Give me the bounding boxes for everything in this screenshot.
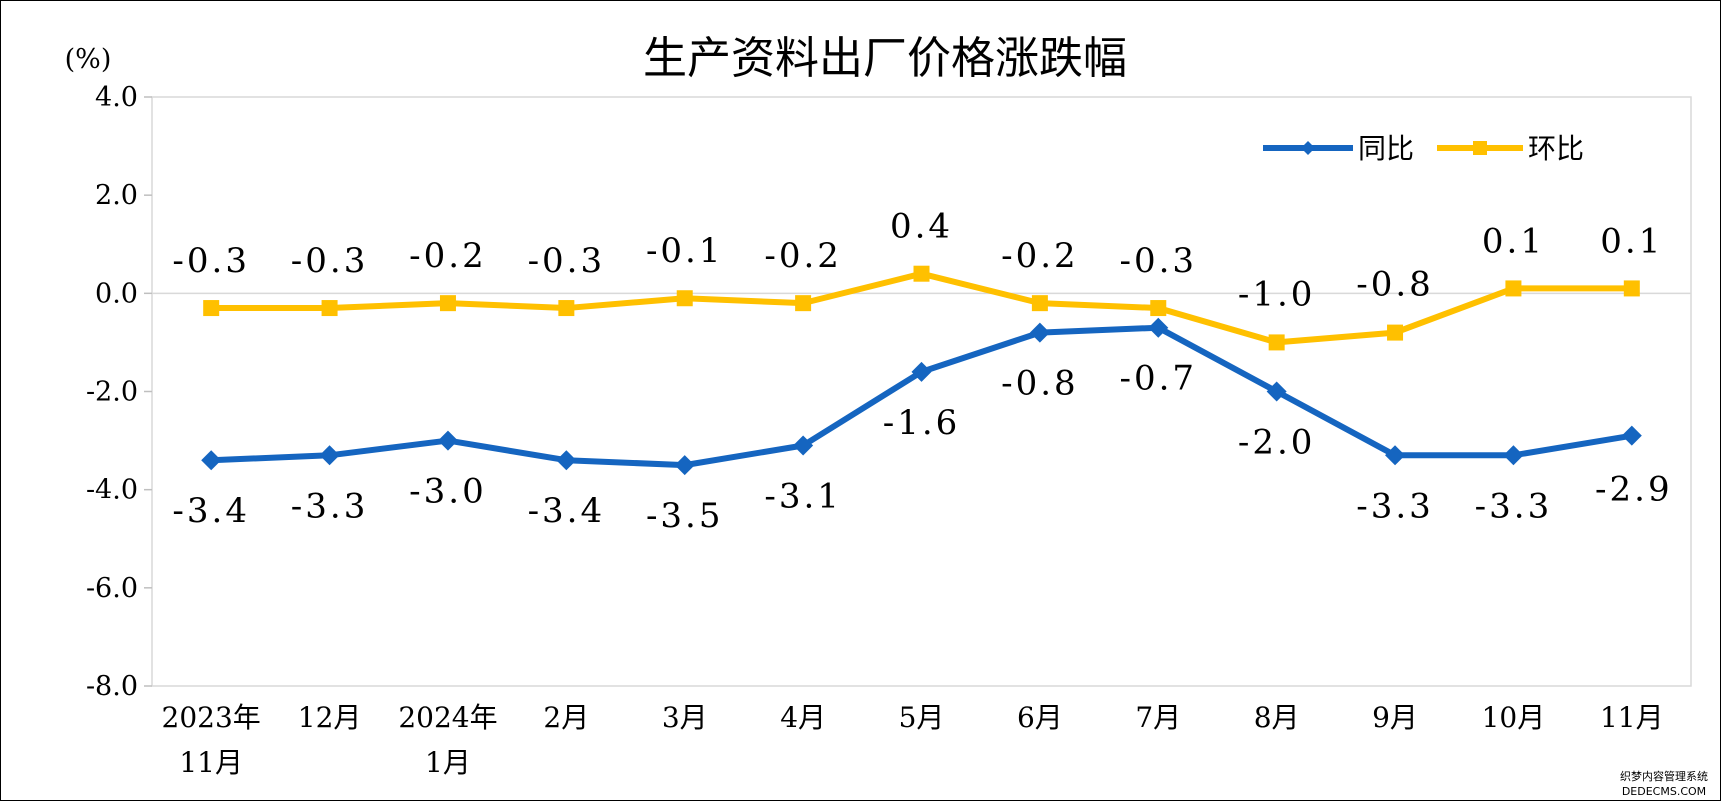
legend: 同比 环比 — [1263, 132, 1584, 165]
data-label: 0.1 — [1482, 221, 1545, 261]
legend-marker — [1473, 141, 1487, 155]
legend-label: 同比 — [1358, 132, 1414, 165]
data-label: -0.8 — [1356, 265, 1434, 305]
data-point — [1268, 334, 1285, 351]
data-label: -0.1 — [646, 231, 724, 271]
data-point — [1029, 322, 1050, 343]
data-label: -3.3 — [1475, 486, 1553, 526]
data-label: -1.0 — [1238, 274, 1316, 314]
data-point — [319, 445, 340, 466]
y-tick-label: 4.0 — [95, 82, 138, 113]
y-tick-label: -6.0 — [86, 573, 138, 604]
data-label: -0.3 — [528, 241, 606, 281]
x-tick-label: 10月 — [1482, 701, 1546, 734]
data-point — [913, 265, 930, 282]
data-point — [1150, 300, 1167, 317]
y-tick-label: -8.0 — [86, 671, 138, 702]
data-label: -3.3 — [1356, 486, 1434, 526]
data-label: -0.3 — [1119, 241, 1197, 281]
data-label: 0.4 — [890, 207, 953, 247]
data-point — [1387, 324, 1404, 341]
data-label: -0.8 — [1001, 364, 1079, 404]
data-point — [1148, 317, 1169, 338]
data-point — [1385, 445, 1406, 466]
x-tick-label: 2024年 — [398, 701, 497, 734]
data-label: -0.3 — [291, 241, 369, 281]
data-point — [556, 450, 577, 471]
data-label: -0.7 — [1119, 359, 1197, 399]
data-point — [1266, 381, 1287, 402]
data-label: -1.6 — [883, 403, 961, 443]
series-layer — [201, 265, 1642, 476]
data-label: -3.5 — [646, 496, 724, 536]
data-point — [558, 300, 575, 317]
x-tick-label: 9月 — [1372, 701, 1418, 734]
data-point — [439, 295, 456, 312]
data-label: -3.4 — [528, 491, 606, 531]
series-line — [211, 324, 1633, 469]
data-point — [795, 295, 812, 312]
data-point — [1621, 425, 1642, 446]
x-tick-label: 2023年 — [162, 701, 261, 734]
x-tick-label: 1月 — [425, 746, 471, 779]
data-point — [793, 435, 814, 456]
x-tick-label: 2月 — [543, 701, 589, 734]
data-point — [203, 300, 220, 317]
data-label: -3.3 — [291, 486, 369, 526]
data-point — [1503, 445, 1524, 466]
x-tick-label: 11月 — [1600, 701, 1664, 734]
plot-area — [151, 96, 1692, 687]
x-tick-label: 12月 — [298, 701, 362, 734]
y-tick-label: 2.0 — [95, 180, 138, 211]
watermark-line2: DEDECMS.COM — [1622, 785, 1706, 798]
data-label: -0.2 — [409, 236, 487, 276]
data-label: -0.2 — [764, 236, 842, 276]
y-axis-unit: (%) — [65, 44, 112, 75]
data-point — [1031, 295, 1048, 312]
x-tick-label: 6月 — [1017, 701, 1063, 734]
data-label: -0.2 — [1001, 236, 1079, 276]
data-point — [1505, 280, 1522, 297]
watermark: 织梦内容管理系统 DEDECMS.COM — [1610, 766, 1718, 798]
x-tick-label: 5月 — [899, 701, 945, 734]
data-label: -3.1 — [764, 476, 842, 516]
data-label: -3.0 — [409, 472, 487, 512]
axes: 4.0 2.0 0.0 -2.0 -4.0 -6.0 -8.0 2023年 11月 12月 2024… — [86, 82, 1691, 779]
x-tick-label: 8月 — [1254, 701, 1300, 734]
data-point — [1623, 280, 1640, 297]
data-point — [676, 290, 693, 307]
data-point — [911, 361, 932, 382]
chart-title: 生产资料出厂价格涨跌幅 — [643, 33, 1127, 84]
data-point — [321, 300, 338, 317]
watermark-line1: 织梦内容管理系统 — [1620, 769, 1708, 783]
data-point — [437, 430, 458, 451]
x-tick-label: 7月 — [1135, 701, 1181, 734]
data-label: -2.0 — [1238, 423, 1316, 463]
data-label: -3.4 — [172, 491, 250, 531]
x-tick-label: 4月 — [780, 701, 826, 734]
y-tick-label: -4.0 — [86, 475, 138, 506]
x-tick-label: 11月 — [179, 746, 243, 779]
y-tick-label: 0.0 — [95, 278, 138, 309]
legend-label: 环比 — [1528, 132, 1584, 165]
y-tick-label: -2.0 — [86, 377, 138, 408]
data-label: -0.3 — [172, 241, 250, 281]
data-point — [674, 455, 695, 476]
data-label: 0.1 — [1600, 221, 1663, 261]
x-tick-label: 3月 — [662, 701, 708, 734]
legend-marker — [1301, 141, 1315, 155]
data-point — [201, 450, 222, 471]
data-labels: -3.4 -3.3 -3.0 -3.4 -3.5 -3.1 -1.6 -0.8 -0.7 -2.0… — [172, 207, 1673, 536]
data-label: -2.9 — [1595, 470, 1673, 510]
